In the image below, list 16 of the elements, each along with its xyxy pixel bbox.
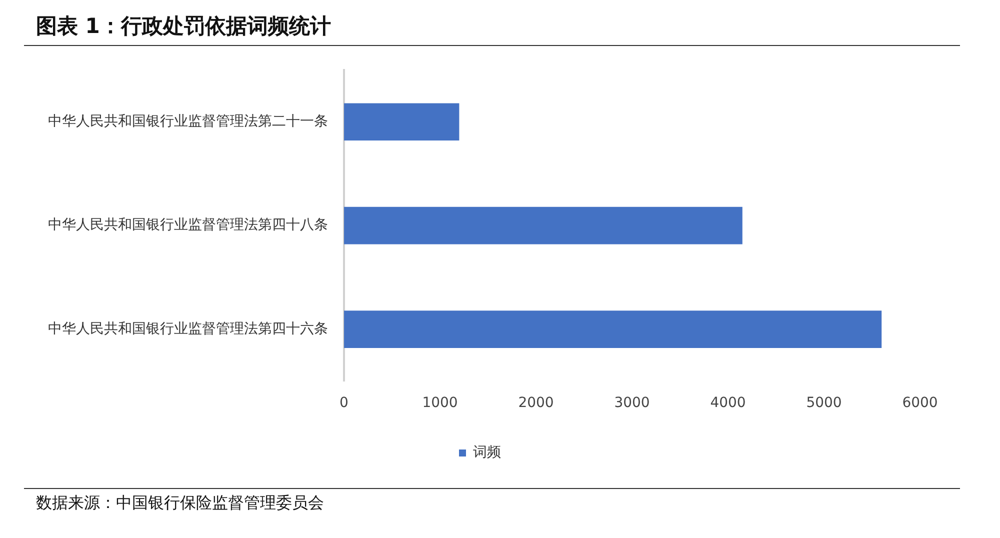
x-tick-label: 6000 bbox=[902, 395, 938, 412]
chart-title: 图表 1：行政处罚依据词频统计 bbox=[36, 13, 331, 40]
x-tick-label: 3000 bbox=[614, 395, 650, 412]
bar bbox=[344, 310, 882, 348]
y-tick-label: 中华人民共和国银行业监督管理法第二十一条 bbox=[48, 114, 328, 130]
bar bbox=[344, 206, 742, 244]
x-tick-label: 4000 bbox=[710, 395, 746, 412]
source-note: 数据来源：中国银行保险监督管理委员会 bbox=[36, 493, 324, 514]
bar bbox=[344, 103, 460, 141]
x-tick-label: 1000 bbox=[422, 395, 458, 412]
legend-label: 词频 bbox=[473, 444, 501, 461]
y-tick-label: 中华人民共和国银行业监督管理法第四十六条 bbox=[48, 320, 328, 337]
x-tick-label: 2000 bbox=[518, 395, 554, 412]
x-tick-label: 0 bbox=[340, 395, 348, 412]
y-tick-label: 中华人民共和国银行业监督管理法第四十八条 bbox=[48, 217, 328, 234]
x-tick-label: 5000 bbox=[806, 395, 842, 412]
